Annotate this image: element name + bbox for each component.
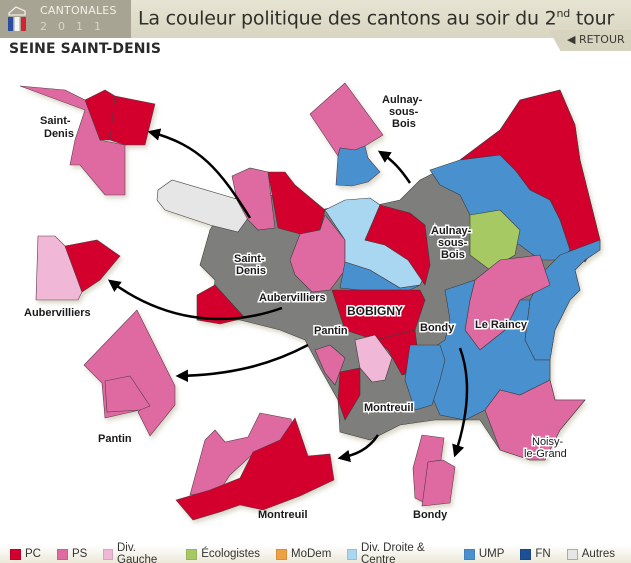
arrow-montreuil	[337, 434, 380, 463]
label-bondy-inset: Bondy	[413, 509, 448, 521]
ballot-box-flag-icon	[8, 6, 26, 31]
label-saint-denis-2: Denis	[236, 265, 266, 277]
label-noisy: Noisy-	[532, 436, 564, 448]
legend-item-ps: PS	[56, 548, 88, 560]
brand-year: 2011	[40, 20, 112, 33]
inset-saint-denis[interactable]	[19, 85, 156, 196]
label-aulnay-3: Bois	[441, 249, 465, 261]
inset-montreuil[interactable]	[175, 412, 335, 521]
legend-label: PS	[71, 548, 88, 560]
arrow-pantin	[175, 343, 309, 383]
label-le-raincy: Le Raincy	[475, 319, 528, 331]
legend-item-ecologistes: Écologistes	[186, 548, 260, 560]
arrow-aubervilliers	[107, 279, 283, 321]
label-aubervilliers-inset: Aubervilliers	[24, 307, 91, 319]
label-pantin: Pantin	[314, 325, 348, 337]
legend-label: Autres	[581, 548, 615, 560]
page-title-text: La couleur politique des cantons au soir…	[138, 7, 557, 30]
legend-label: Div. Gauche	[117, 542, 158, 563]
legend-label: FN	[535, 548, 551, 560]
swatch-fn	[520, 548, 532, 560]
legend-item-autres: Autres	[566, 548, 615, 560]
inset-aubervilliers[interactable]	[35, 235, 121, 301]
callout-arrows	[107, 128, 469, 463]
page-title-end: tour	[570, 7, 615, 30]
legend-label: Écologistes	[201, 548, 261, 560]
legend-item-modem: MoDem	[276, 548, 331, 560]
label-aulnay-inset-3: Bois	[392, 118, 416, 130]
arrow-aulnay	[377, 150, 412, 184]
label-aulnay: Aulnay-	[431, 225, 472, 237]
brand-block: CANTONALES 2011	[0, 0, 131, 38]
label-aulnay-inset-2: sous-	[389, 106, 419, 118]
region-title: SEINE SAINT-DENIS	[9, 41, 162, 57]
retour-label: RETOUR	[578, 33, 625, 46]
main-map	[156, 89, 601, 461]
swatch-modem	[276, 548, 288, 560]
legend: PC PS Div. Gauche Écologistes MoDem Div.…	[0, 542, 631, 563]
swatch-pc	[10, 548, 21, 560]
label-montreuil-inset: Montreuil	[258, 509, 308, 521]
swatch-ump	[463, 548, 475, 560]
legend-item-ump: UMP	[463, 548, 505, 560]
swatch-div-droite	[347, 548, 357, 560]
legend-item-fn: FN	[520, 548, 551, 560]
legend-label: UMP	[478, 548, 505, 560]
swatch-autres	[566, 548, 578, 560]
label-aulnay-2: sous-	[438, 237, 468, 249]
label-aulnay-inset: Aulnay-	[382, 94, 423, 106]
legend-label: PC	[25, 548, 41, 560]
swatch-ps	[56, 548, 68, 560]
header-bar: CANTONALES 2011 La couleur politique des…	[0, 0, 631, 38]
inset-aulnay[interactable]	[309, 82, 384, 187]
triangle-left-icon: ◀	[567, 33, 579, 46]
label-saint-denis-inset-2: Denis	[44, 128, 74, 140]
swatch-div-gauche	[103, 548, 113, 560]
legend-item-div-droite: Div. Droite & Centre	[347, 542, 448, 563]
legend-label: MoDem	[291, 548, 332, 560]
label-saint-denis: Saint-	[234, 253, 265, 265]
legend-item-div-gauche: Div. Gauche	[103, 542, 170, 563]
label-bondy: Bondy	[420, 322, 455, 334]
legend-item-pc: PC	[10, 548, 41, 560]
page-title: La couleur politique des cantons au soir…	[138, 7, 614, 29]
label-bobigny: BOBIGNY	[347, 304, 403, 318]
inset-bondy[interactable]	[412, 434, 456, 507]
retour-button[interactable]: ◀ RETOUR	[549, 30, 631, 51]
canton-map: Saint- Denis Aulnay- sous- Bois Aubervil…	[19, 82, 601, 521]
label-montreuil: Montreuil	[364, 402, 414, 414]
label-noisy-2: le-Grand	[524, 448, 567, 460]
label-pantin-inset: Pantin	[98, 433, 132, 445]
inset-pantin[interactable]	[83, 309, 176, 437]
arrow-bondy	[452, 347, 469, 458]
page-title-sup: nd	[556, 7, 571, 20]
legend-label: Div. Droite & Centre	[361, 542, 425, 563]
swatch-ecologistes	[186, 548, 198, 560]
brand-title: CANTONALES	[40, 4, 117, 17]
arrow-saint-denis	[147, 128, 252, 219]
label-saint-denis-inset: Saint-	[40, 115, 71, 127]
label-aubervilliers: Aubervilliers	[259, 292, 326, 304]
